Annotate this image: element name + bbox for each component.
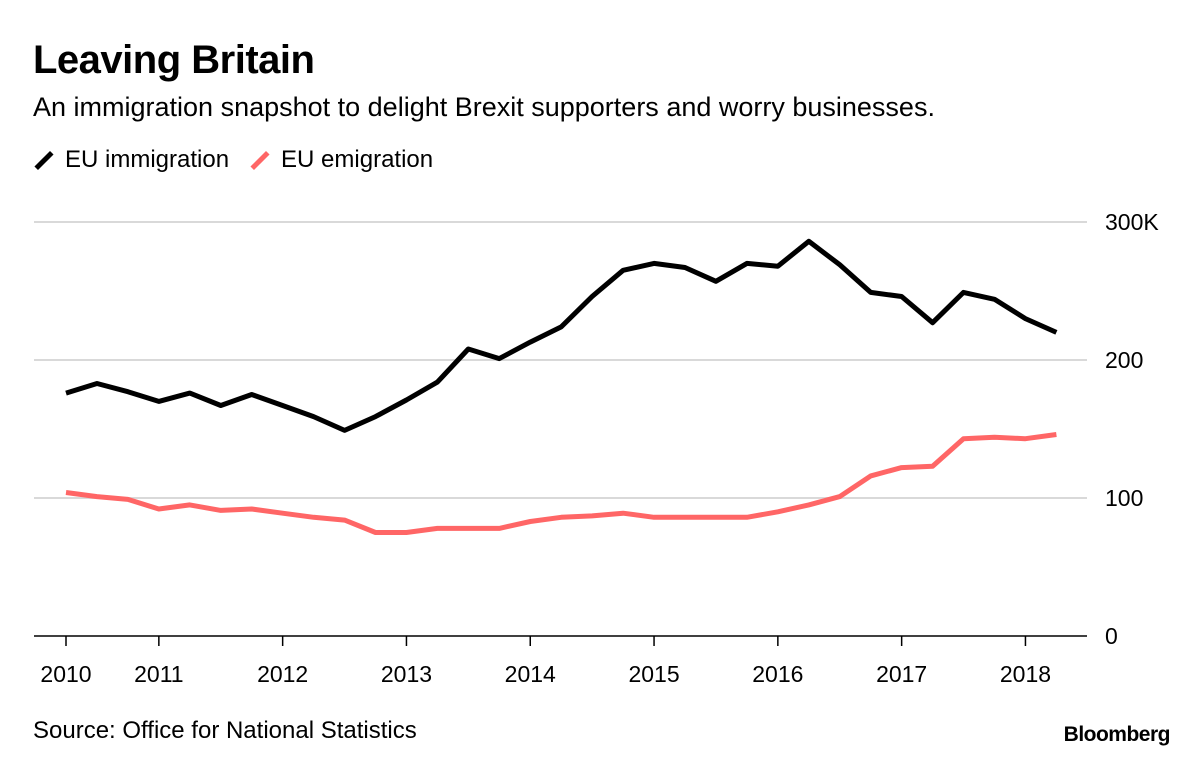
source-note: Source: Office for National Statistics <box>33 717 417 744</box>
chart-title: Leaving Britain <box>33 38 315 82</box>
x-tick-label: 2010 <box>40 661 91 687</box>
x-tick-label: 2011 <box>134 661 183 687</box>
series-line-eu-immigration <box>65 238 1058 433</box>
x-tick-label: 2014 <box>505 661 556 687</box>
legend: EU immigration EU emigration <box>33 146 453 174</box>
y-tick-label: 0 <box>1105 623 1118 649</box>
y-tick-label: 300K <box>1105 209 1159 235</box>
x-tick-label: 2015 <box>628 661 679 687</box>
legend-item-emigration: EU emigration <box>249 146 433 174</box>
bloomberg-logo: Bloomberg <box>1063 723 1171 746</box>
x-tick-label: 2018 <box>1000 661 1051 687</box>
legend-item-immigration: EU immigration <box>33 146 229 174</box>
y-tick-label: 100 <box>1105 485 1143 511</box>
x-tick-label: 2017 <box>876 661 927 687</box>
y-tick-label: 200 <box>1105 347 1143 373</box>
x-tick-label: 2012 <box>257 661 308 687</box>
series-line-eu-emigration <box>65 432 1057 535</box>
chart-subtitle: An immigration snapshot to delight Brexi… <box>33 92 935 122</box>
x-tick-label: 2016 <box>752 661 803 687</box>
x-tick-label: 2013 <box>381 661 432 687</box>
legend-label: EU emigration <box>281 146 434 173</box>
legend-label: EU immigration <box>65 146 230 173</box>
